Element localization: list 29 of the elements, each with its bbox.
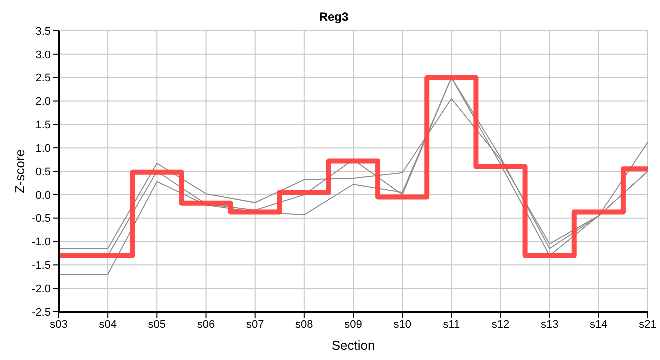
x-tick-label: s14	[590, 318, 608, 331]
x-axis-title: Section	[332, 338, 376, 353]
y-tick-label: 3.0	[36, 49, 51, 62]
x-tick-label: s13	[540, 318, 559, 331]
x-tick-label: s05	[148, 318, 166, 331]
y-tick-label: 1.5	[36, 120, 51, 132]
y-tick-label: -2.5	[32, 306, 51, 319]
y-tick-label: -2.0	[32, 283, 51, 296]
y-tick-label: -0.5	[32, 213, 51, 226]
x-tick-label: s12	[492, 318, 510, 331]
y-tick-label: -1.5	[32, 260, 51, 272]
y-axis-title: Z-score	[12, 149, 28, 194]
y-tick-label: -1.0	[32, 236, 51, 249]
y-tick-label: 3.5	[36, 26, 51, 38]
chart-title: Reg3	[318, 9, 350, 26]
y-tick-label: 2.5	[36, 72, 51, 85]
x-tick-label: s06	[197, 318, 216, 331]
x-tick-label: s11	[443, 318, 460, 331]
x-tick-label: s21	[639, 318, 657, 331]
y-tick-label: 1.0	[36, 142, 51, 155]
x-tick-label: s10	[394, 318, 412, 331]
x-tick-label: s03	[50, 318, 68, 331]
y-tick-label: 0.5	[36, 166, 51, 178]
y-tick-label: 0.0	[36, 190, 51, 202]
x-tick-label: s07	[246, 318, 264, 331]
x-tick-label: s04	[99, 318, 117, 331]
x-tick-label: s09	[344, 318, 362, 331]
y-tick-label: 2.0	[36, 96, 51, 108]
x-tick-label: s08	[296, 318, 314, 331]
